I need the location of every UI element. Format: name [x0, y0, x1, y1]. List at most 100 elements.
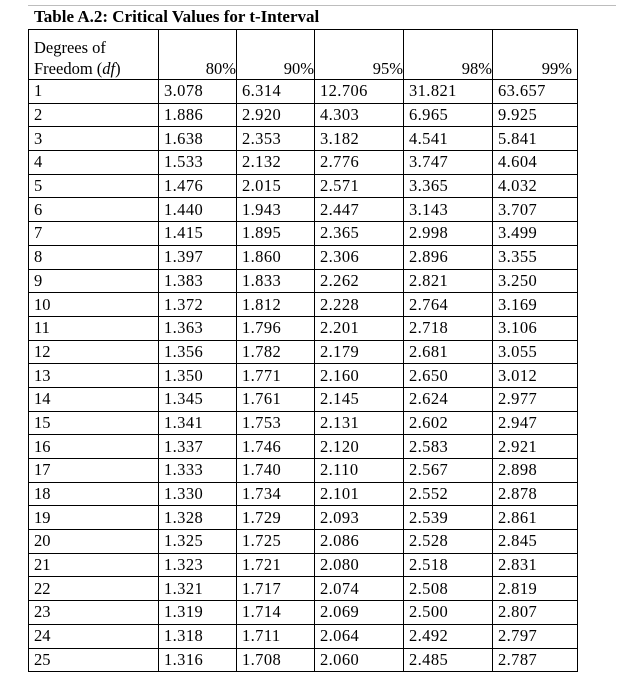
table-row: 6 1.440 1.943 2.447 3.143 3.707 — [28, 197, 578, 223]
df-cell: 9 — [28, 268, 159, 294]
critical-value-cell: 3.499 — [492, 221, 578, 246]
critical-value-cell: 1.771 — [236, 363, 315, 388]
critical-value-cell: 2.624 — [403, 386, 493, 412]
critical-value-cell: 1.440 — [158, 197, 237, 223]
df-header-suffix: ) — [115, 59, 121, 78]
critical-value-cell: 3.012 — [492, 363, 578, 388]
df-cell: 4 — [28, 150, 159, 175]
critical-value-cell: 1.325 — [158, 529, 237, 554]
df-cell: 25 — [28, 647, 159, 673]
critical-value-cell: 2.764 — [403, 292, 493, 317]
table-row: 22 1.321 1.717 2.074 2.508 2.819 — [28, 576, 578, 602]
df-cell: 17 — [28, 458, 159, 483]
critical-value-cell: 1.318 — [158, 623, 237, 649]
critical-value-cell: 2.921 — [492, 434, 578, 459]
table-row: 14 1.345 1.761 2.145 2.624 2.977 — [28, 386, 578, 412]
critical-value-cell: 2.132 — [236, 150, 315, 175]
critical-value-cell: 1.886 — [158, 102, 237, 128]
critical-value-cell: 2.160 — [314, 363, 404, 388]
critical-value-cell: 2.060 — [314, 647, 404, 673]
critical-value-cell: 2.567 — [403, 458, 493, 483]
table-row: 3 1.638 2.353 3.182 4.541 5.841 — [28, 126, 578, 152]
critical-value-cell: 1.717 — [236, 576, 315, 602]
df-cell: 24 — [28, 623, 159, 649]
critical-value-cell: 2.262 — [314, 268, 404, 294]
critical-value-cell: 2.845 — [492, 529, 578, 554]
critical-value-cell: 2.718 — [403, 315, 493, 341]
critical-value-cell: 3.055 — [492, 339, 578, 365]
df-cell: 3 — [28, 126, 159, 152]
critical-value-cell: 1.761 — [236, 386, 315, 412]
critical-value-cell: 2.831 — [492, 552, 578, 578]
critical-value-cell: 2.776 — [314, 150, 404, 175]
critical-value-cell: 3.355 — [492, 244, 578, 270]
table-row: 15 1.341 1.753 2.131 2.602 2.947 — [28, 410, 578, 436]
table-row: 21 1.323 1.721 2.080 2.518 2.831 — [28, 552, 578, 578]
df-cell: 2 — [28, 102, 159, 128]
critical-value-cell: 1.714 — [236, 600, 315, 625]
header-row: Degrees of Freedom (df) 80% 90% 95% 98% … — [28, 29, 578, 80]
table-row: 2 1.886 2.920 4.303 6.965 9.925 — [28, 102, 578, 128]
critical-value-cell: 2.120 — [314, 434, 404, 459]
critical-value-cell: 1.415 — [158, 221, 237, 246]
critical-value-cell: 2.552 — [403, 481, 493, 507]
critical-value-cell: 6.314 — [236, 79, 315, 104]
critical-value-cell: 1.345 — [158, 386, 237, 412]
critical-value-cell: 2.518 — [403, 552, 493, 578]
level-header-98: 98% — [403, 29, 493, 80]
table-row: 1 3.078 6.314 12.706 31.821 63.657 — [28, 79, 578, 104]
critical-value-cell: 1.333 — [158, 458, 237, 483]
critical-value-cell: 2.977 — [492, 386, 578, 412]
critical-value-cell: 2.353 — [236, 126, 315, 152]
critical-value-cell: 1.708 — [236, 647, 315, 673]
critical-value-cell: 2.528 — [403, 529, 493, 554]
critical-value-cell: 1.330 — [158, 481, 237, 507]
critical-value-cell: 1.316 — [158, 647, 237, 673]
critical-value-cell: 1.895 — [236, 221, 315, 246]
critical-value-cell: 2.571 — [314, 173, 404, 199]
critical-value-cell: 1.328 — [158, 505, 237, 531]
table-row: 19 1.328 1.729 2.093 2.539 2.861 — [28, 505, 578, 531]
critical-value-cell: 2.306 — [314, 244, 404, 270]
critical-value-cell: 3.106 — [492, 315, 578, 341]
critical-value-cell: 2.878 — [492, 481, 578, 507]
critical-value-cell: 2.110 — [314, 458, 404, 483]
critical-value-cell: 1.363 — [158, 315, 237, 341]
df-cell: 7 — [28, 221, 159, 246]
critical-value-cell: 3.747 — [403, 150, 493, 175]
critical-value-cell: 3.365 — [403, 173, 493, 199]
critical-value-cell: 1.638 — [158, 126, 237, 152]
critical-value-cell: 3.143 — [403, 197, 493, 223]
df-column-header: Degrees of Freedom (df) — [28, 29, 159, 80]
critical-value-cell: 1.397 — [158, 244, 237, 270]
critical-value-cell: 2.101 — [314, 481, 404, 507]
critical-value-cell: 1.350 — [158, 363, 237, 388]
df-header-symbol: df — [102, 59, 116, 78]
critical-value-cell: 1.746 — [236, 434, 315, 459]
critical-value-cell: 1.383 — [158, 268, 237, 294]
critical-value-cell: 1.321 — [158, 576, 237, 602]
critical-value-cell: 2.500 — [403, 600, 493, 625]
critical-value-cell: 1.319 — [158, 600, 237, 625]
df-cell: 1 — [28, 79, 159, 104]
critical-value-cell: 9.925 — [492, 102, 578, 128]
df-cell: 13 — [28, 363, 159, 388]
critical-value-cell: 4.303 — [314, 102, 404, 128]
critical-value-cell: 1.753 — [236, 410, 315, 436]
table-row: 12 1.356 1.782 2.179 2.681 3.055 — [28, 339, 578, 365]
df-cell: 11 — [28, 315, 159, 341]
level-header-99: 99% — [492, 29, 578, 80]
critical-value-cell: 1.833 — [236, 268, 315, 294]
critical-value-cell: 2.787 — [492, 647, 578, 673]
critical-value-cell: 2.947 — [492, 410, 578, 436]
critical-value-cell: 1.782 — [236, 339, 315, 365]
critical-value-cell: 3.078 — [158, 79, 237, 104]
df-cell: 23 — [28, 600, 159, 625]
critical-value-cell: 2.508 — [403, 576, 493, 602]
critical-value-cell: 1.721 — [236, 552, 315, 578]
critical-value-cell: 1.341 — [158, 410, 237, 436]
table-row: 25 1.316 1.708 2.060 2.485 2.787 — [28, 647, 578, 673]
critical-value-cell: 3.169 — [492, 292, 578, 317]
critical-value-cell: 12.706 — [314, 79, 404, 104]
table-row: 13 1.350 1.771 2.160 2.650 3.012 — [28, 363, 578, 388]
